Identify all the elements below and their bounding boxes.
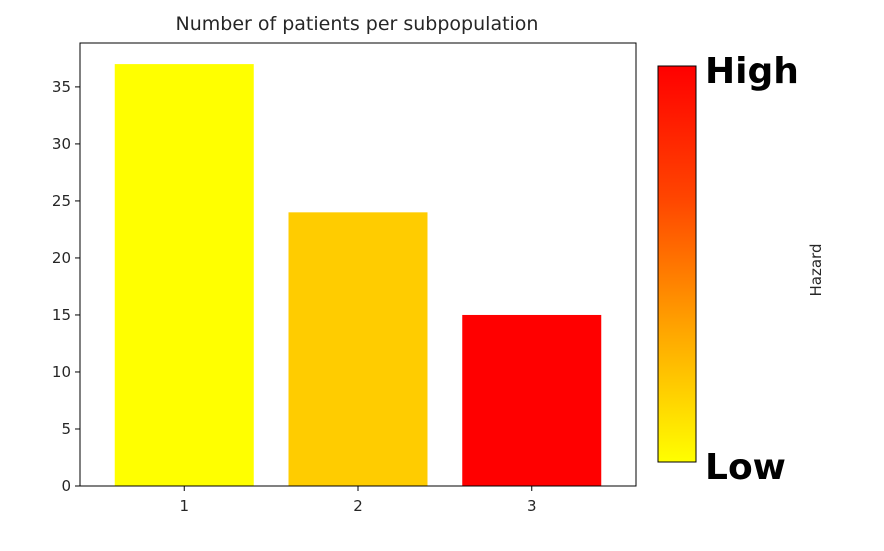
- x-tick-label-2: 2: [353, 497, 363, 515]
- y-tick-label-0: 0: [61, 477, 71, 495]
- y-tick-label-25: 25: [52, 192, 71, 210]
- y-tick-label-30: 30: [52, 135, 71, 153]
- x-axis: 1 2 3: [179, 486, 537, 515]
- y-tick-label-20: 20: [52, 249, 71, 267]
- bar-1: [114, 64, 254, 486]
- bar-3: [462, 314, 602, 486]
- x-tick-label-3: 3: [527, 497, 537, 515]
- colorbar-axis-label: Hazard: [807, 244, 825, 297]
- colorbar-low-label: Low: [705, 447, 786, 488]
- y-tick-label-10: 10: [52, 363, 71, 381]
- y-axis: 0 5 10 15 20 25 30 35: [52, 78, 80, 495]
- plot-frame: [79, 42, 637, 487]
- bar-2: [288, 212, 428, 487]
- colorbar: [657, 65, 697, 463]
- y-tick-label-5: 5: [61, 420, 71, 438]
- x-tick-label-1: 1: [179, 497, 189, 515]
- y-tick-label-35: 35: [52, 78, 71, 96]
- chart-title: Number of patients per subpopulation: [176, 13, 539, 35]
- bars-group: [114, 64, 602, 487]
- y-tick-label-15: 15: [52, 306, 71, 324]
- colorbar-high-label: High: [705, 51, 799, 92]
